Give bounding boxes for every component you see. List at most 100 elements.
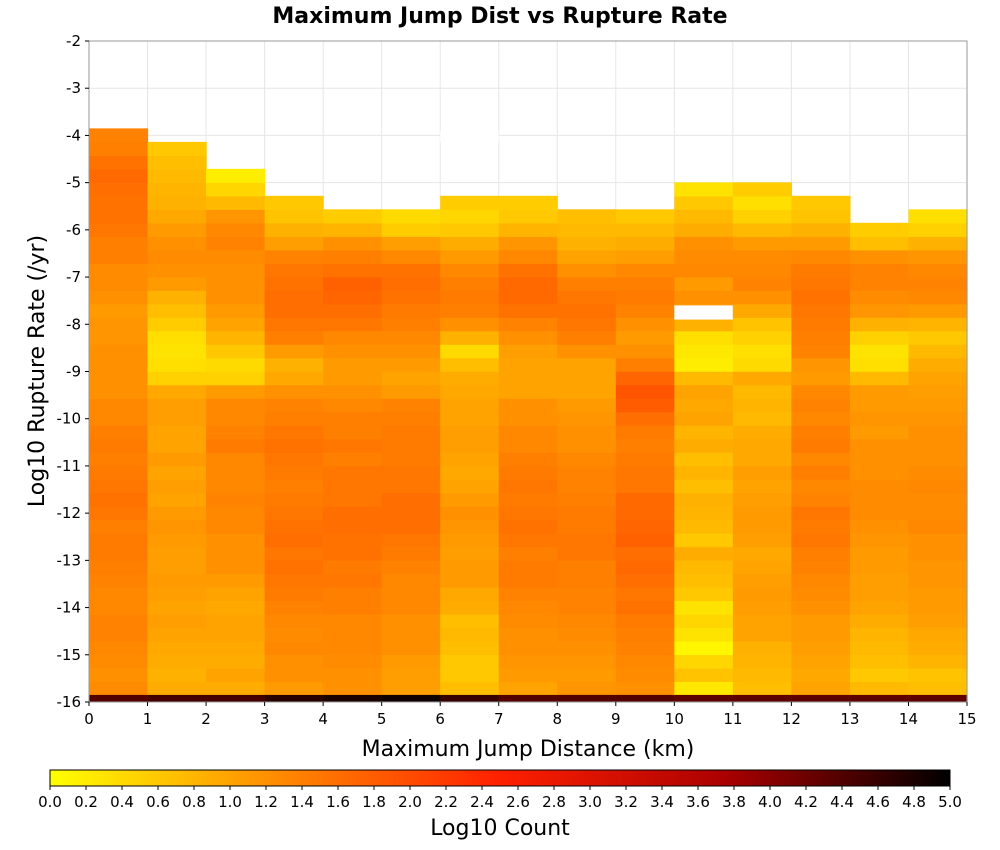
- heatmap-cell: [498, 357, 558, 372]
- heatmap-cell: [440, 438, 500, 453]
- heatmap-cell: [206, 303, 266, 318]
- heatmap-cell: [791, 317, 851, 332]
- heatmap-cell: [147, 600, 207, 615]
- heatmap-cell: [791, 479, 851, 494]
- heatmap-cell: [206, 330, 266, 345]
- heatmap-cell: [440, 209, 500, 224]
- heatmap-cell: [440, 195, 500, 210]
- heatmap-cell: [147, 236, 207, 251]
- heatmap-cell: [557, 506, 617, 521]
- y-tick-label: -8: [66, 315, 81, 333]
- heatmap-cell: [147, 141, 207, 156]
- heatmap-cell: [498, 506, 558, 521]
- heatmap-cell: [147, 344, 207, 359]
- heatmap-cell: [674, 438, 734, 453]
- heatmap-cell: [323, 492, 383, 507]
- heatmap-cell: [849, 452, 910, 467]
- heatmap-cell: [381, 330, 441, 345]
- heatmap-cell: [674, 681, 734, 696]
- heatmap-cell-bottom: [908, 694, 968, 702]
- x-tick-label: 14: [899, 710, 918, 728]
- heatmap-cell: [732, 465, 792, 480]
- heatmap-cell: [615, 492, 675, 507]
- heatmap-cell: [381, 600, 441, 615]
- heatmap-cell: [849, 667, 910, 683]
- heatmap-cell: [908, 438, 968, 453]
- heatmap-cell: [147, 654, 207, 669]
- heatmap-cell: [206, 249, 266, 264]
- heatmap-cell: [381, 425, 441, 440]
- heatmap-cell: [557, 492, 617, 507]
- heatmap-cell: [732, 182, 792, 197]
- heatmap-cell-bottom: [440, 694, 500, 702]
- heatmap-cell: [264, 330, 324, 345]
- heatmap-cell: [615, 681, 675, 696]
- heatmap-cell: [147, 438, 207, 453]
- colorbar-tick-label: 3.8: [722, 793, 746, 811]
- heatmap-cell: [381, 546, 441, 561]
- heatmap-cell: [381, 667, 441, 683]
- heatmap-cell: [206, 640, 266, 656]
- heatmap-cell: [264, 627, 324, 642]
- heatmap-cell: [206, 317, 266, 332]
- heatmap-cell: [615, 222, 675, 237]
- heatmap-cell: [264, 479, 324, 494]
- heatmap-cell: [323, 573, 383, 588]
- heatmap-cell: [674, 519, 734, 534]
- heatmap-cell: [557, 303, 617, 318]
- x-tick-label: 3: [260, 710, 270, 728]
- heatmap-cell: [557, 263, 617, 278]
- heatmap-cell: [674, 330, 734, 345]
- heatmap-cell: [89, 587, 149, 602]
- heatmap-cell: [791, 533, 851, 548]
- y-tick-label: -10: [57, 410, 82, 428]
- heatmap-cell: [440, 465, 500, 480]
- heatmap-cell: [89, 209, 149, 224]
- heatmap-cell: [440, 330, 500, 345]
- heatmap-cell: [323, 411, 383, 426]
- heatmap-cell: [147, 155, 207, 170]
- colorbar-tick-label: 2.4: [470, 793, 494, 811]
- heatmap-cell: [732, 303, 792, 318]
- heatmap-cell: [791, 600, 851, 615]
- heatmap-cell: [206, 384, 266, 399]
- heatmap-cell: [89, 371, 149, 386]
- heatmap-cell: [908, 384, 968, 399]
- heatmap-cell: [498, 209, 558, 224]
- heatmap-cell: [440, 276, 500, 291]
- heatmap-cell: [147, 452, 207, 467]
- heatmap-cell: [264, 452, 324, 467]
- heatmap-cell: [89, 560, 149, 575]
- heatmap-cell: [89, 263, 149, 278]
- heatmap-cell: [674, 506, 734, 521]
- heatmap-cell: [498, 411, 558, 426]
- heatmap-cell: [147, 613, 207, 629]
- heatmap-cell: [791, 560, 851, 575]
- heatmap-cell: [674, 492, 734, 507]
- heatmap-cell: [89, 303, 149, 318]
- heatmap-cell: [206, 182, 266, 197]
- heatmap-cell: [908, 519, 968, 534]
- heatmap-cell: [323, 263, 383, 278]
- heatmap-cell: [264, 357, 324, 372]
- heatmap-cell: [732, 290, 792, 305]
- heatmap-cell: [440, 303, 500, 318]
- heatmap-cell: [791, 452, 851, 467]
- heatmap-cell: [732, 357, 792, 372]
- heatmap-cell: [89, 168, 149, 183]
- heatmap-cell: [440, 371, 500, 386]
- heatmap-cell: [674, 479, 734, 494]
- heatmap-cell: [615, 438, 675, 453]
- heatmap-cell: [89, 425, 149, 440]
- heatmap-cell: [498, 465, 558, 480]
- heatmap-cell: [674, 195, 734, 210]
- heatmap-cell-bottom: [674, 694, 734, 702]
- heatmap-cell: [732, 195, 792, 210]
- heatmap-cell: [440, 411, 500, 426]
- heatmap-cell: [791, 640, 851, 656]
- heatmap-cell: [206, 371, 266, 386]
- heatmap-cell: [440, 587, 500, 602]
- heatmap-cell: [440, 384, 500, 399]
- heatmap-cell: [89, 492, 149, 507]
- heatmap-cell: [381, 357, 441, 372]
